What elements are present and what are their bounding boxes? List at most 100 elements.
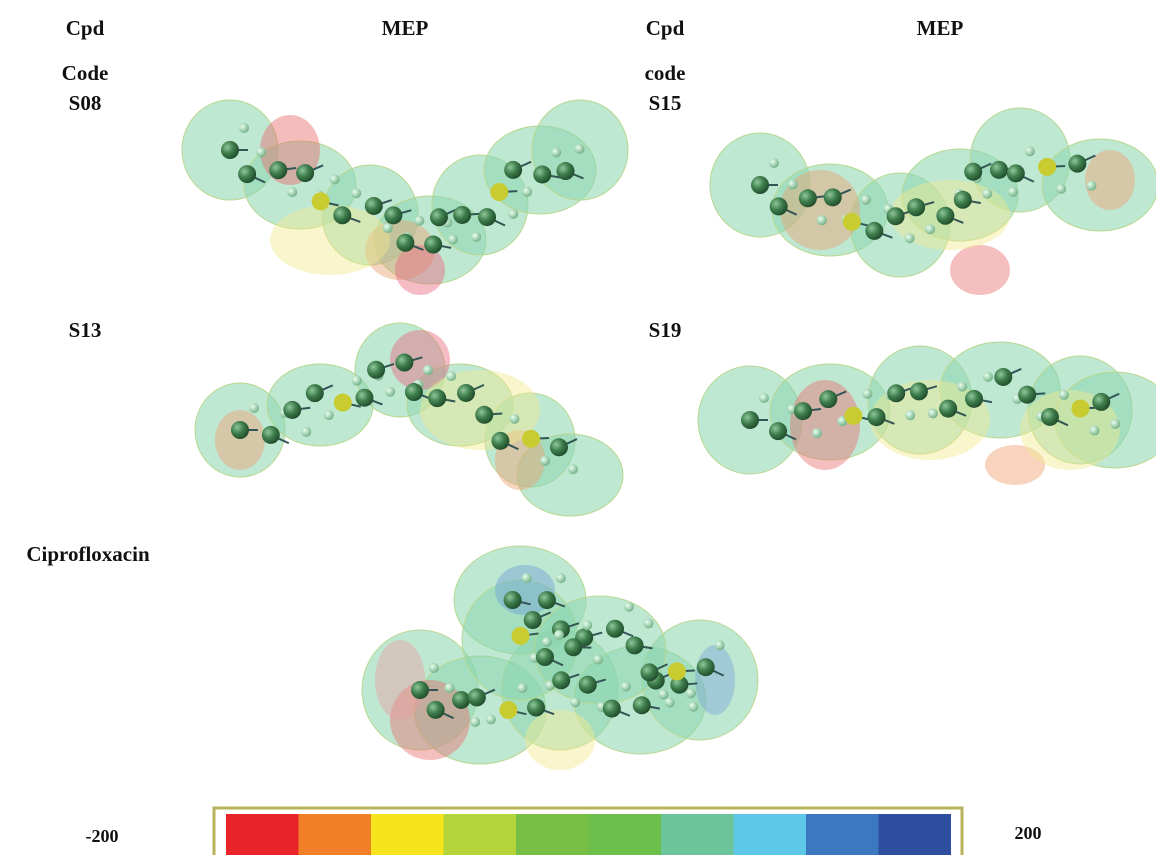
color-swatch xyxy=(371,814,444,855)
atom xyxy=(527,699,545,717)
potential-patch xyxy=(375,640,425,720)
hydrogen xyxy=(982,189,992,199)
potential-patch xyxy=(395,245,445,295)
hydrogen xyxy=(542,637,552,647)
atom xyxy=(557,162,575,180)
hydrogen xyxy=(352,376,362,386)
hydrogen xyxy=(385,387,395,397)
color-scale xyxy=(214,808,962,855)
hydrogen xyxy=(351,188,361,198)
hydrogen xyxy=(925,224,935,234)
color-swatch xyxy=(806,814,879,855)
atom xyxy=(844,407,862,425)
hydrogen xyxy=(522,573,532,583)
hydrogen xyxy=(1025,146,1035,156)
hydrogen xyxy=(1086,181,1096,191)
atom xyxy=(606,620,624,638)
hydrogen xyxy=(239,123,249,133)
atom xyxy=(296,164,314,182)
atom xyxy=(640,663,658,681)
atom xyxy=(907,198,925,216)
atom xyxy=(238,165,256,183)
color-swatch xyxy=(516,814,589,855)
atom xyxy=(306,384,324,402)
atom xyxy=(964,163,982,181)
atom xyxy=(384,206,402,224)
hydrogen xyxy=(448,234,458,244)
atom xyxy=(741,411,759,429)
atom xyxy=(1092,393,1110,411)
atom xyxy=(770,197,788,215)
atom xyxy=(312,192,330,210)
atom xyxy=(522,430,540,448)
hydrogen xyxy=(812,428,822,438)
hydrogen xyxy=(568,464,578,474)
atom xyxy=(865,222,883,240)
hydrogen xyxy=(249,403,259,413)
hydrogen xyxy=(688,702,698,712)
atom xyxy=(355,389,373,407)
atom xyxy=(405,383,423,401)
hydrogen xyxy=(715,640,725,650)
atom xyxy=(751,176,769,194)
atom xyxy=(1071,400,1089,418)
hydrogen xyxy=(862,389,872,399)
atom xyxy=(965,390,983,408)
atom xyxy=(794,402,812,420)
hydrogen xyxy=(624,602,634,612)
compound-label: S13 xyxy=(69,318,102,342)
hydrogen xyxy=(686,688,696,698)
color-swatch xyxy=(299,814,372,855)
atom xyxy=(512,627,530,645)
molecule-surface xyxy=(362,546,758,770)
atom xyxy=(564,638,582,656)
hydrogen xyxy=(508,209,518,219)
atom xyxy=(1038,158,1056,176)
atom xyxy=(552,671,570,689)
molecule-surface xyxy=(182,100,628,295)
column-header: Cpd xyxy=(646,16,685,40)
atom xyxy=(887,207,905,225)
atom xyxy=(333,206,351,224)
atom xyxy=(491,432,509,450)
hydrogen xyxy=(957,382,967,392)
atom xyxy=(453,206,471,224)
atom xyxy=(504,161,522,179)
atom xyxy=(626,636,644,654)
atom xyxy=(910,382,928,400)
atom xyxy=(799,189,817,207)
atom xyxy=(579,676,597,694)
hydrogen xyxy=(861,195,871,205)
column-header: Cpd xyxy=(66,16,105,40)
hydrogen xyxy=(575,144,585,154)
hydrogen xyxy=(644,618,654,628)
hydrogen xyxy=(446,371,456,381)
color-swatch xyxy=(879,814,952,855)
atom xyxy=(990,161,1008,179)
hydrogen xyxy=(551,147,561,157)
compound-label: S19 xyxy=(649,318,682,342)
potential-patch xyxy=(525,710,595,770)
atom xyxy=(269,161,287,179)
scale-max: 200 xyxy=(1015,823,1042,843)
atom xyxy=(424,236,442,254)
atom xyxy=(231,421,249,439)
potential-patch xyxy=(270,205,390,275)
potential-patch xyxy=(950,245,1010,295)
hydrogen xyxy=(540,456,550,466)
hydrogen xyxy=(423,365,433,375)
column-header: code xyxy=(645,61,686,85)
atom xyxy=(475,406,493,424)
hydrogen xyxy=(429,663,439,673)
atom xyxy=(536,648,554,666)
hydrogen xyxy=(582,620,592,630)
hydrogen xyxy=(1008,187,1018,197)
atom xyxy=(668,662,686,680)
hydrogen xyxy=(788,179,798,189)
atom xyxy=(524,611,542,629)
hydrogen xyxy=(905,410,915,420)
compound-label: S08 xyxy=(69,91,102,115)
hydrogen xyxy=(287,187,297,197)
atom xyxy=(1041,408,1059,426)
atom xyxy=(954,191,972,209)
